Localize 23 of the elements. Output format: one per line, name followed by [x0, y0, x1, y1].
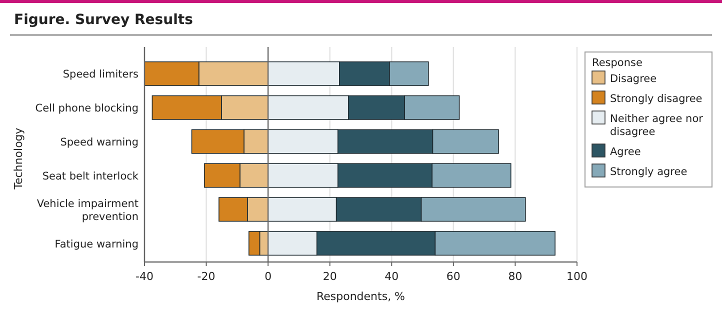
y-tick-label: Fatigue warning: [54, 238, 138, 250]
x-tick-label: 80: [508, 270, 522, 283]
legend-label: Strongly agree: [610, 166, 688, 178]
legend-label: Agree: [610, 146, 641, 158]
legend-label: Strongly disagree: [610, 93, 702, 105]
legend-label: Disagree: [610, 73, 657, 85]
y-tick-label: Cell phone blocking: [35, 102, 138, 115]
y-tick-label: Seat belt interlock: [42, 170, 140, 182]
y-tick-label: Speed warning: [60, 136, 138, 149]
chart-title: Figure. Survey Results: [14, 12, 193, 28]
legend-title: Response: [592, 57, 642, 69]
y-tick-label: Speed limiters: [62, 68, 138, 81]
x-tick-label: 60: [446, 270, 460, 283]
legend-label: Neither agree nor disagree: [610, 113, 704, 138]
x-tick-label: 40: [384, 270, 399, 283]
x-tick-label: 0: [264, 270, 272, 283]
x-tick-label: -40: [136, 270, 154, 283]
x-tick-label: 20: [322, 270, 337, 283]
x-axis-title: Respondents, %: [316, 290, 406, 303]
x-tick-label: -20: [197, 270, 216, 283]
y-tick-label: Vehicle impairment prevention: [36, 198, 138, 223]
x-tick-label: 100: [566, 270, 588, 283]
y-axis-title: Technology: [12, 127, 25, 190]
